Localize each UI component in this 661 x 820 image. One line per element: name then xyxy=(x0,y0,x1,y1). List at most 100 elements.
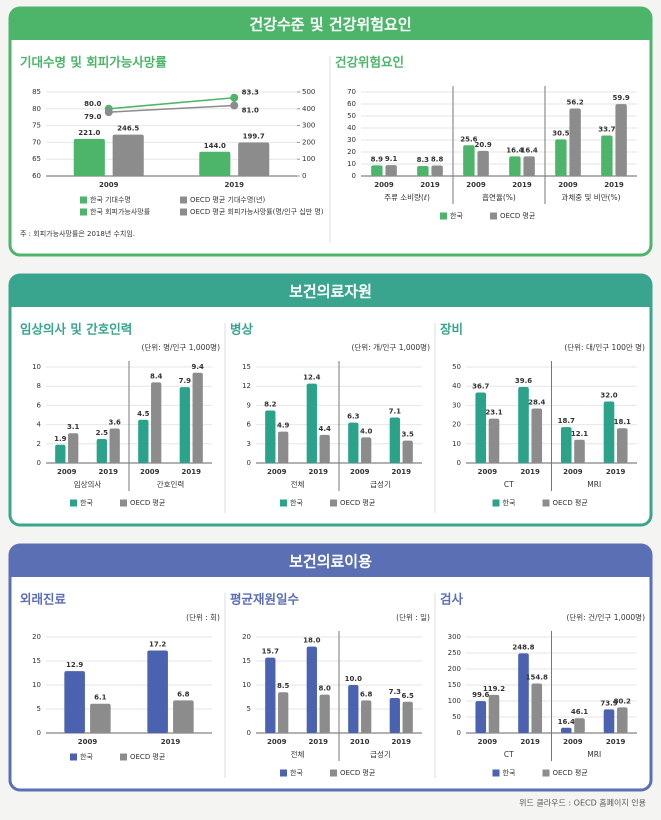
bar xyxy=(523,156,535,176)
bar xyxy=(531,683,543,733)
bar xyxy=(109,428,120,463)
note: 주 : 회피가능사망률은 2018년 수치임. xyxy=(20,229,135,238)
line xyxy=(108,96,235,110)
legend-label: OECD 평균 xyxy=(340,768,376,777)
group-label: 급성기 xyxy=(370,750,391,759)
bar xyxy=(265,410,276,463)
bar xyxy=(265,657,276,733)
bar xyxy=(518,386,529,463)
value-label: 25.6 xyxy=(460,135,477,143)
section-title: 보건의료이용 xyxy=(289,553,372,571)
value-label: 7.3 xyxy=(389,688,402,696)
group-label: 전체 xyxy=(291,479,305,489)
bar xyxy=(463,145,475,176)
bar xyxy=(560,727,572,733)
section-header xyxy=(10,545,651,577)
value-label: 4.5 xyxy=(137,410,150,418)
section-title: 보건의료자원 xyxy=(289,283,372,301)
bar xyxy=(601,135,613,176)
x-tick-label: 2009 xyxy=(140,468,160,476)
y-tick-label: 6 xyxy=(37,401,42,409)
y-tick-label: 40 xyxy=(452,382,461,390)
y-tick-label: 0 xyxy=(37,729,41,737)
legend-swatch xyxy=(542,499,550,507)
bar xyxy=(488,694,500,733)
group-label: CT xyxy=(504,480,514,489)
value-label: 46.1 xyxy=(571,708,588,716)
x-tick-label: 2009 xyxy=(563,468,583,476)
y-tick-label: 60 xyxy=(347,100,356,108)
value-label: 20.9 xyxy=(474,141,491,149)
value-label: 16.4 xyxy=(520,146,537,154)
value-label: 56.2 xyxy=(566,99,583,107)
legend-swatch xyxy=(280,499,287,507)
y-tick-label: 150 xyxy=(448,681,461,689)
value-label: 30.5 xyxy=(552,129,569,137)
x-tick-label: 2010 xyxy=(350,738,370,746)
bar xyxy=(509,156,521,176)
y-tick-label: 0 xyxy=(457,729,461,737)
x-tick-label: 2009 xyxy=(466,181,486,189)
value-label: 6.8 xyxy=(360,690,373,698)
x-tick-label: 2019 xyxy=(99,468,119,476)
y-tick-label: 40 xyxy=(347,124,356,132)
legend-swatch xyxy=(280,769,287,777)
value-label: 154.8 xyxy=(526,673,548,681)
y2-tick-label: 200 xyxy=(302,138,315,146)
bar xyxy=(616,707,628,733)
y-tick-label: 30 xyxy=(347,136,356,144)
value-label: 17.2 xyxy=(149,640,166,648)
value-label: 8.2 xyxy=(264,401,277,409)
value-label: 8.3 xyxy=(417,156,430,164)
y-tick-label: 30 xyxy=(452,401,461,409)
y2-tick-label: 400 xyxy=(302,105,315,113)
bar xyxy=(371,165,383,176)
chart-title: 검사 xyxy=(440,592,464,607)
y-tick-label: 10 xyxy=(242,681,251,689)
value-label: 3.1 xyxy=(67,423,80,431)
x-tick-label: 2019 xyxy=(392,738,412,746)
x-tick-label: 2019 xyxy=(420,181,440,189)
legend-swatch xyxy=(330,499,337,507)
legend-label: 한국 회피가능사망률 xyxy=(90,207,151,216)
value-label: 79.0 xyxy=(84,113,101,121)
x-tick-label: 2019 xyxy=(392,468,412,476)
y-tick-label: 200 xyxy=(448,665,461,673)
y-tick-label: 250 xyxy=(448,649,461,657)
y-tick-label: 10 xyxy=(347,160,356,168)
y-tick-label: 5 xyxy=(37,705,41,713)
y2-tick-label: 100 xyxy=(302,155,315,163)
y-tick-label: 12 xyxy=(242,382,251,390)
y-tick-label: 10 xyxy=(452,440,461,448)
bar xyxy=(488,418,500,463)
value-label: 8.5 xyxy=(277,682,290,690)
value-label: 18.0 xyxy=(303,637,320,645)
unit-label: (단위 : 일) xyxy=(396,612,430,622)
bar xyxy=(348,685,359,733)
value-label: 39.6 xyxy=(515,377,532,385)
y-tick-label: 8 xyxy=(37,382,41,390)
legend-label: 한국 xyxy=(80,499,93,507)
legend-label: OECD 평균 xyxy=(130,752,166,761)
x-tick-label: 2019 xyxy=(161,738,181,746)
x-tick-label: 2009 xyxy=(374,181,394,189)
line-marker xyxy=(230,93,239,102)
value-label: 12.4 xyxy=(303,374,320,382)
section-panel xyxy=(8,543,653,792)
group-label: MRI xyxy=(587,750,601,759)
value-label: 4.4 xyxy=(318,425,331,433)
x-tick-label: 2009 xyxy=(478,738,498,746)
chart-title: 병상 xyxy=(230,322,254,337)
chart-title: 평균재원일수 xyxy=(230,592,300,607)
legend-swatch xyxy=(80,208,87,216)
bar xyxy=(361,700,372,733)
group-label: CT xyxy=(504,750,514,759)
bar xyxy=(147,650,168,733)
bar xyxy=(402,440,413,463)
value-label: 4.0 xyxy=(360,427,373,435)
value-label: 36.7 xyxy=(472,383,489,391)
legend-swatch xyxy=(490,212,497,220)
bar xyxy=(278,692,289,733)
bar xyxy=(555,139,567,176)
bar xyxy=(518,653,529,733)
